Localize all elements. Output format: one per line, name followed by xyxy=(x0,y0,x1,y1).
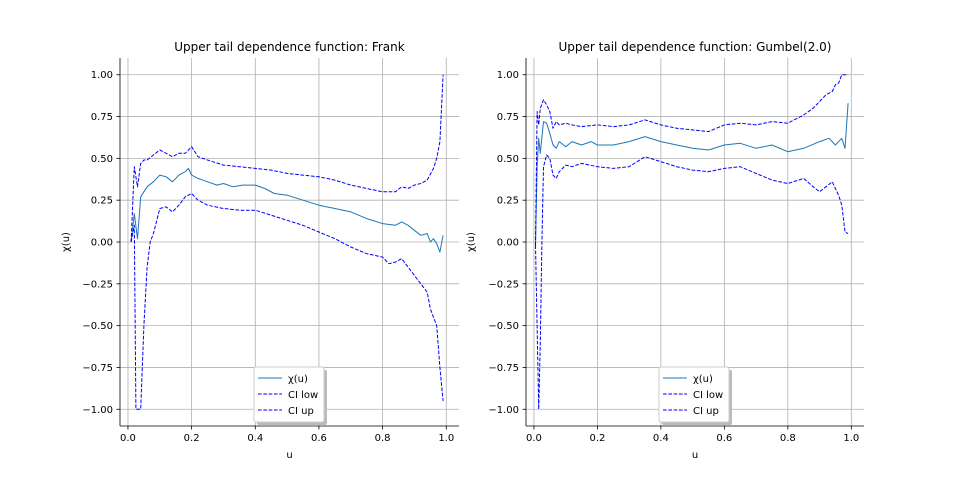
series-lines xyxy=(535,74,849,410)
x-axis-label: u xyxy=(692,450,698,461)
x-tick-label: 0.8 xyxy=(375,433,391,444)
chart-title: Upper tail dependence function: Gumbel(2… xyxy=(559,40,832,54)
x-tick-label: 1.0 xyxy=(843,433,859,444)
ci-low-line xyxy=(535,154,849,410)
legend-frame xyxy=(658,366,730,423)
y-tick-label: −0.75 xyxy=(82,363,113,374)
y-tick-label: 1.00 xyxy=(91,70,113,81)
y-tick-label: −0.25 xyxy=(82,279,113,290)
chi-line xyxy=(535,103,849,246)
x-tick-label: 0.2 xyxy=(184,433,200,444)
x-tick-label: 0.0 xyxy=(120,433,136,444)
x-axis-label: u xyxy=(286,450,292,461)
legend: χ(u) CI low CI up xyxy=(658,366,732,425)
axis-ticks: 0.0 0.2 0.4 0.6 0.8 1.0 −1.00 −0.75 −0.50 −0.25 0.… xyxy=(488,70,859,444)
x-tick-label: 0.2 xyxy=(589,433,605,444)
gumbel-panel: Upper tail dependence function: Gumbel(2… xyxy=(466,40,864,461)
y-tick-label: −1.00 xyxy=(82,405,113,416)
x-tick-label: 0.4 xyxy=(247,433,263,444)
x-tick-label: 0.8 xyxy=(780,433,796,444)
x-tick-label: 0.4 xyxy=(653,433,669,444)
y-tick-label: 0.00 xyxy=(91,238,113,249)
frank-panel: Upper tail dependence function: Frank u … xyxy=(61,40,459,461)
y-tick-label: −1.00 xyxy=(488,405,519,416)
legend-label-ci-up: CI up xyxy=(288,406,314,417)
y-tick-label: 0.00 xyxy=(497,238,519,249)
y-tick-label: −0.50 xyxy=(82,321,113,332)
ci-up-line xyxy=(130,74,444,243)
x-tick-label: 0.0 xyxy=(526,433,542,444)
x-tick-label: 0.6 xyxy=(716,433,732,444)
y-tick-label: 1.00 xyxy=(497,70,519,81)
legend-label-ci-low: CI low xyxy=(693,390,723,401)
x-tick-label: 0.6 xyxy=(311,433,327,444)
y-tick-label: 0.25 xyxy=(497,196,519,207)
y-axis-label: χ(u) xyxy=(466,232,477,252)
y-tick-label: −0.75 xyxy=(488,363,519,374)
y-axis-label: χ(u) xyxy=(61,232,72,252)
y-tick-label: 0.50 xyxy=(91,154,113,165)
chi-line xyxy=(130,167,444,253)
legend-frame xyxy=(253,366,325,423)
y-tick-label: 0.75 xyxy=(497,112,519,123)
legend-label-chi: χ(u) xyxy=(288,374,308,385)
y-tick-label: −0.50 xyxy=(488,321,519,332)
series-lines xyxy=(130,74,444,410)
y-tick-label: 0.25 xyxy=(91,196,113,207)
legend-label-ci-up: CI up xyxy=(693,406,719,417)
y-tick-label: 0.50 xyxy=(497,154,519,165)
legend-label-chi: χ(u) xyxy=(693,374,713,385)
ci-low-line xyxy=(130,193,444,410)
legend: χ(u) CI low CI up xyxy=(253,366,327,425)
y-tick-label: −0.25 xyxy=(488,279,519,290)
grid-lines xyxy=(120,58,459,426)
y-tick-label: 0.75 xyxy=(91,112,113,123)
grid-lines xyxy=(526,58,864,426)
axis-ticks: 0.0 0.2 0.4 0.6 0.8 1.0 −1.00 −0.75 −0.50 −0.25 0.… xyxy=(82,70,454,444)
x-tick-label: 1.0 xyxy=(438,433,454,444)
legend-label-ci-low: CI low xyxy=(288,390,318,401)
chart-title: Upper tail dependence function: Frank xyxy=(174,40,404,54)
